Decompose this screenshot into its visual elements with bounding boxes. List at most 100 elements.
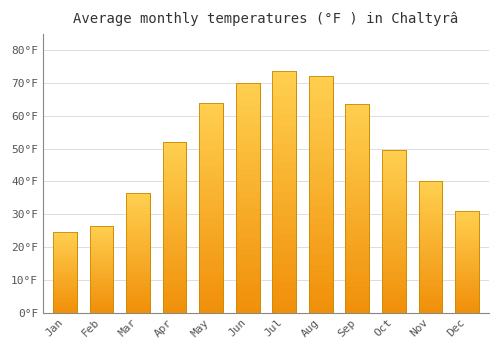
Bar — [346, 255, 369, 260]
Bar — [382, 300, 406, 304]
Bar — [236, 232, 260, 238]
Bar — [199, 250, 223, 255]
Bar — [199, 103, 223, 313]
Bar — [272, 132, 296, 138]
Bar — [418, 244, 442, 247]
Bar — [162, 215, 186, 219]
Bar — [53, 309, 77, 311]
Bar — [199, 192, 223, 197]
Bar — [236, 163, 260, 169]
Bar — [53, 242, 77, 244]
Bar — [455, 241, 479, 244]
Bar — [309, 76, 332, 82]
Bar — [236, 146, 260, 152]
Bar — [162, 253, 186, 257]
Bar — [126, 247, 150, 250]
Bar — [346, 104, 369, 110]
Bar — [162, 287, 186, 291]
Bar — [382, 199, 406, 203]
Bar — [199, 229, 223, 234]
Bar — [126, 298, 150, 301]
Bar — [382, 248, 406, 252]
Bar — [126, 276, 150, 280]
Bar — [236, 307, 260, 313]
Bar — [90, 267, 114, 269]
Bar — [162, 308, 186, 313]
Bar — [309, 130, 332, 135]
Bar — [126, 214, 150, 217]
Bar — [53, 234, 77, 236]
Bar — [162, 304, 186, 308]
Bar — [272, 144, 296, 150]
Bar — [126, 274, 150, 277]
Bar — [199, 244, 223, 250]
Bar — [455, 229, 479, 231]
Bar — [90, 308, 114, 310]
Bar — [309, 259, 332, 265]
Bar — [382, 296, 406, 300]
Bar — [346, 115, 369, 120]
Bar — [126, 292, 150, 295]
Bar — [309, 177, 332, 183]
Bar — [199, 150, 223, 155]
Bar — [382, 166, 406, 170]
Bar — [199, 181, 223, 187]
Bar — [382, 150, 406, 313]
Bar — [90, 258, 114, 260]
Bar — [418, 270, 442, 273]
Bar — [53, 262, 77, 264]
Bar — [346, 156, 369, 162]
Bar — [309, 230, 332, 236]
Bar — [346, 104, 369, 313]
Bar — [455, 211, 479, 313]
Bar — [382, 288, 406, 292]
Bar — [126, 193, 150, 313]
Bar — [272, 77, 296, 84]
Bar — [236, 100, 260, 106]
Bar — [126, 259, 150, 262]
Bar — [309, 295, 332, 301]
Bar — [418, 198, 442, 201]
Bar — [382, 264, 406, 268]
Bar — [53, 310, 77, 313]
Bar — [236, 135, 260, 140]
Bar — [455, 257, 479, 259]
Bar — [455, 308, 479, 310]
Bar — [382, 231, 406, 236]
Bar — [162, 168, 186, 172]
Bar — [346, 302, 369, 307]
Bar — [53, 266, 77, 268]
Title: Average monthly temperatures (°F ) in Chaltyrâ: Average monthly temperatures (°F ) in Ch… — [74, 11, 458, 26]
Bar — [53, 282, 77, 285]
Bar — [346, 240, 369, 245]
Bar — [162, 155, 186, 159]
Bar — [418, 257, 442, 260]
Bar — [236, 123, 260, 129]
Bar — [346, 307, 369, 313]
Bar — [236, 181, 260, 186]
Bar — [199, 307, 223, 313]
Bar — [90, 291, 114, 293]
Bar — [126, 238, 150, 241]
Bar — [53, 248, 77, 250]
Bar — [346, 287, 369, 292]
Bar — [309, 153, 332, 159]
Bar — [162, 270, 186, 274]
Bar — [309, 147, 332, 153]
Bar — [346, 172, 369, 177]
Bar — [272, 71, 296, 313]
Bar — [90, 243, 114, 245]
Bar — [126, 199, 150, 202]
Bar — [199, 208, 223, 213]
Bar — [455, 211, 479, 313]
Bar — [53, 294, 77, 296]
Bar — [455, 287, 479, 290]
Bar — [272, 156, 296, 162]
Bar — [418, 211, 442, 214]
Bar — [346, 104, 369, 313]
Bar — [309, 283, 332, 289]
Bar — [126, 217, 150, 220]
Bar — [90, 287, 114, 289]
Bar — [199, 286, 223, 292]
Bar — [309, 224, 332, 230]
